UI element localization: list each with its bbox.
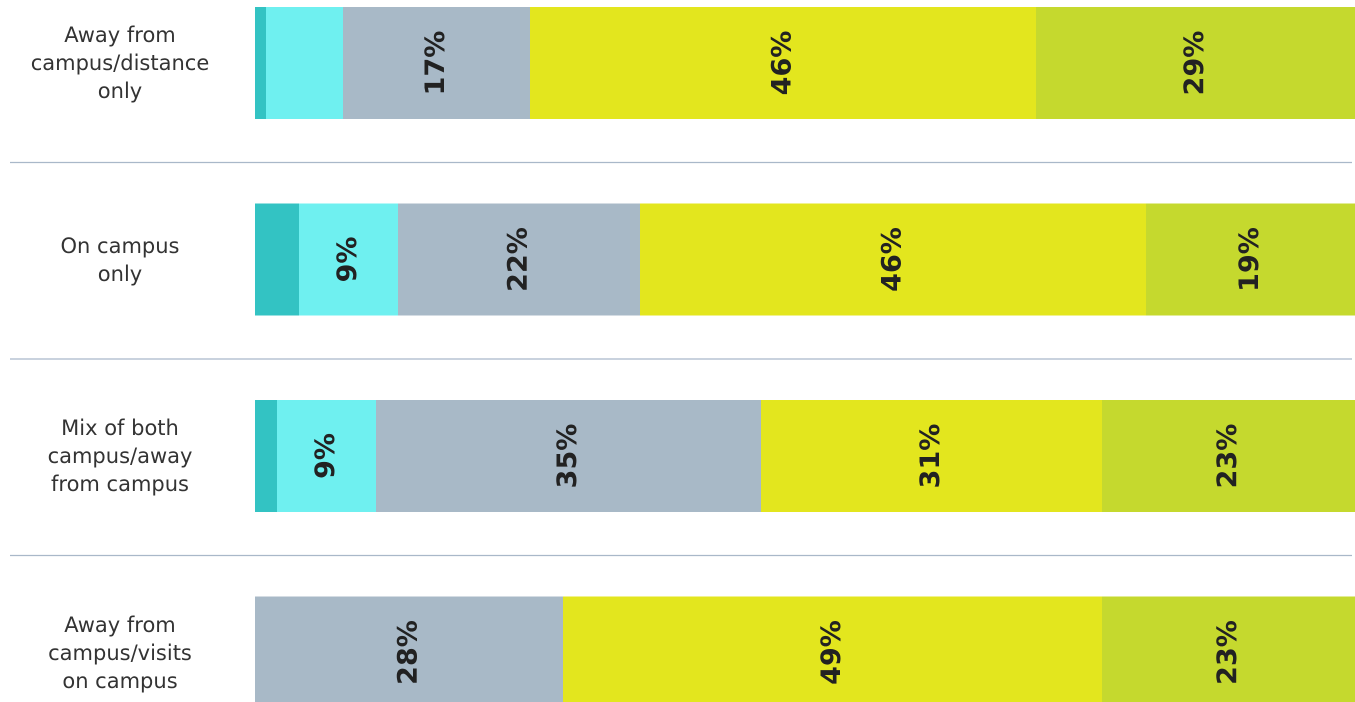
bar-segment: [1036, 7, 1355, 119]
data-label: 31%: [915, 424, 946, 489]
bar-segment: [255, 7, 266, 119]
data-label: 23%: [1212, 620, 1243, 685]
bar-segment: [255, 596, 563, 702]
data-label: 9%: [332, 237, 363, 283]
bar-segment: [1102, 596, 1355, 702]
bar-segment: [1146, 203, 1355, 316]
bar-segment: [376, 400, 761, 512]
bar-segment: [530, 7, 1036, 119]
data-label: 9%: [310, 433, 341, 479]
bar-segment: [255, 203, 299, 316]
data-label: 28%: [393, 620, 424, 685]
bar-segment: [266, 7, 343, 119]
bar-segment: [563, 596, 1102, 702]
category-label: Away from campus/visits on campus: [48, 612, 192, 693]
bar-segment: [1102, 400, 1355, 512]
category-label: On campus only: [60, 233, 180, 286]
bar-segment: [761, 400, 1102, 512]
data-label: 35%: [552, 424, 583, 489]
data-label: 46%: [767, 31, 798, 96]
data-label: 17%: [420, 31, 451, 96]
bar-segment: [299, 203, 398, 316]
bar-segment: [343, 7, 530, 119]
data-label: 49%: [816, 620, 847, 685]
bar-segment: [398, 203, 640, 316]
category-label: Mix of both campus/away from campus: [47, 416, 193, 496]
data-label: 23%: [1212, 424, 1243, 489]
data-label: 46%: [877, 227, 908, 292]
data-label: 22%: [503, 227, 534, 292]
bar-segment: [255, 400, 277, 512]
bar-segment: [640, 203, 1146, 316]
data-label: 19%: [1234, 227, 1265, 292]
data-label: 29%: [1179, 31, 1210, 96]
bar-segment: [277, 400, 376, 512]
category-label: Away from campus/distance only: [30, 23, 210, 103]
